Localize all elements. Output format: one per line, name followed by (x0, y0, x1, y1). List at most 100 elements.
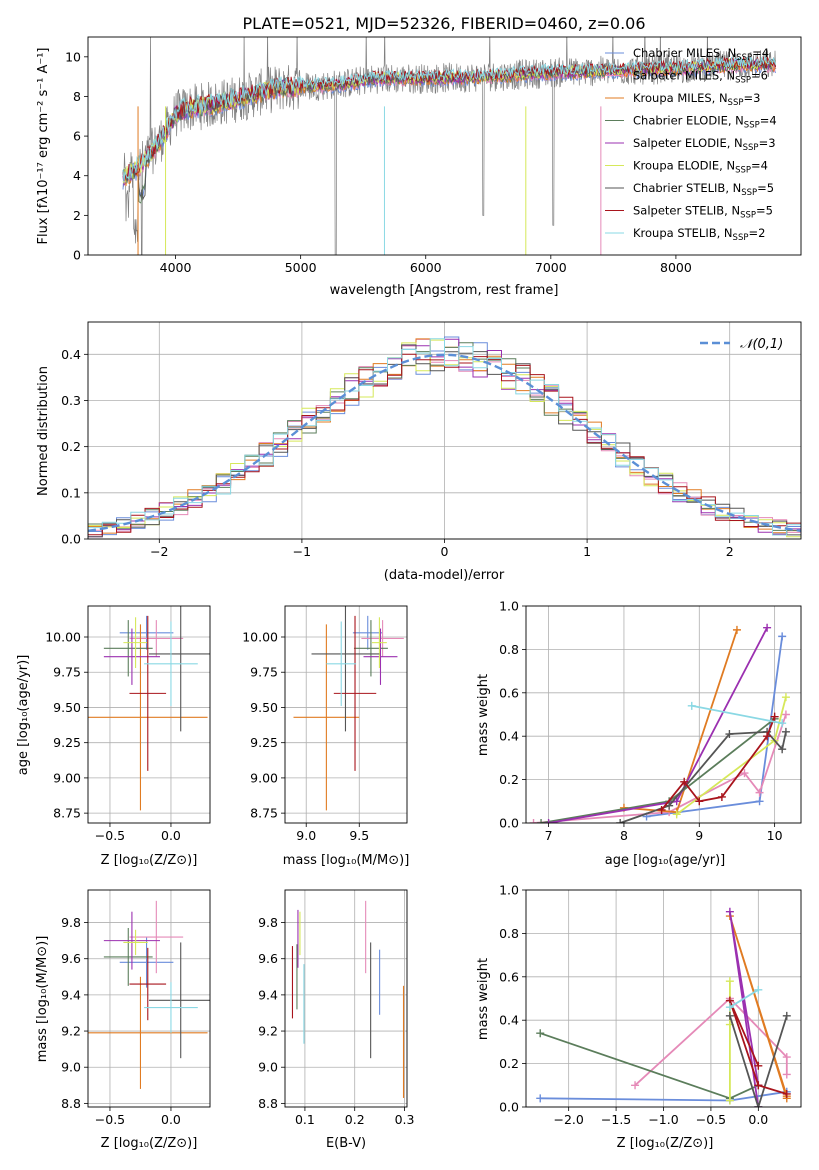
weight-marker (754, 1081, 763, 1090)
y-tick-label: 9.25 (53, 735, 81, 750)
y-tick-label: 0.8 (499, 926, 519, 941)
axes-frame (525, 889, 802, 1108)
y-tick-label: 0.6 (499, 685, 519, 700)
y-tick-label: 8.75 (53, 806, 81, 821)
y-tick-label: 9.4 (258, 987, 278, 1002)
x-tick-label: 0.3 (395, 1112, 415, 1127)
legend-subscript: SSP (744, 121, 760, 131)
weight-line (540, 718, 776, 823)
weight-vs-age-panel: 7 8 9 10 0.0 0.2 0.4 0.6 0.8 1.0 (499, 599, 802, 843)
histogram-step (88, 338, 801, 538)
weight-marker (781, 710, 790, 719)
weight-marker (754, 985, 763, 994)
weight-line (729, 989, 759, 1008)
axes-frame (284, 889, 408, 1108)
legend-subscript: SSP (733, 233, 749, 243)
error-bars (291, 900, 405, 1098)
x-tick-label: 8000 (660, 260, 692, 275)
legend-value: =4 (752, 46, 769, 60)
wZ-xlabel: Z [log₁₀(Z/Z⊙)] (617, 1136, 714, 1151)
wAge-ylabel: mass weight (476, 674, 491, 756)
x-tick-label: 0.0 (161, 1112, 181, 1127)
x-tick-label: 9.5 (349, 828, 369, 843)
x-tick-label: 7000 (535, 260, 567, 275)
y-tick-label: 8.8 (258, 1096, 278, 1111)
legend-label: Kroupa MILES, NSSP=3 (633, 91, 760, 108)
y-tick-label: 9.75 (53, 665, 81, 680)
x-tick-label: 0.0 (748, 1112, 768, 1127)
y-tick-label: 8.8 (61, 1096, 81, 1111)
axes-frame (87, 605, 211, 824)
legend-label: Salpeter MILES, NSSP=6 (633, 69, 768, 86)
x-tick-label: 2 (726, 544, 734, 559)
legend-value: =3 (743, 91, 760, 105)
y-tick-label: 9.2 (258, 1024, 278, 1039)
axes-frame (284, 605, 408, 824)
legend-value: =4 (751, 159, 768, 173)
weight-marker (725, 1003, 734, 1012)
weight-line (676, 696, 787, 816)
y-tick-label: 9.2 (61, 1024, 81, 1039)
y-tick-label: 0.2 (499, 772, 519, 787)
wAge-xlabel: age [log₁₀(age/yr)] (605, 853, 726, 868)
weight-line (729, 1015, 788, 1107)
weight-marker (725, 907, 734, 916)
weight-marker (725, 730, 734, 739)
x-tick-label: 0 (441, 544, 449, 559)
legend-subscript: SSP (735, 166, 751, 176)
y-tick-label: 10.00 (45, 630, 81, 645)
weight-marker (529, 819, 538, 823)
y-tick-label: 9.0 (61, 1060, 81, 1075)
y-tick-label: 9.75 (250, 665, 278, 680)
error-bars (88, 606, 210, 811)
weight-marker (778, 632, 787, 641)
x-tick-label: 5000 (285, 260, 317, 275)
ageZ-ylabel: age [log₁₀(age/yr)] (16, 655, 31, 776)
weight-marker (695, 797, 704, 806)
x-tick-label: 9 (695, 828, 703, 843)
weight-lines (529, 623, 790, 823)
y-tick-label: 9.00 (53, 770, 81, 785)
y-tick-label: 0.0 (499, 816, 519, 831)
y-tick-label: 0.1 (61, 485, 81, 500)
weight-marker (717, 792, 726, 801)
weight-marker (657, 805, 666, 814)
y-tick-label: 10 (65, 49, 81, 64)
x-tick-label: 9.0 (296, 828, 316, 843)
x-tick-label: 1 (583, 544, 591, 559)
ageZ-xlabel: Z [log₁₀(Z/Z⊙)] (101, 853, 198, 868)
error-bars (88, 900, 210, 1089)
legend-subscript: SSP (743, 143, 759, 153)
weight-marker (782, 1053, 791, 1062)
x-tick-label: −1.0 (648, 1112, 678, 1127)
legend-subscript: SSP (728, 98, 744, 108)
age-vs-metallicity-panel: −0.5 0.0 8.75 9.00 9.25 9.50 9.75 10.00 (45, 605, 211, 843)
weight-marker (781, 693, 790, 702)
y-tick-label: 0.2 (499, 1056, 519, 1071)
y-tick-label: 9.00 (250, 770, 278, 785)
weight-marker (778, 719, 787, 728)
x-tick-label: −2 (150, 544, 168, 559)
weight-marker (782, 1089, 791, 1098)
legend-subscript: SSP (740, 211, 756, 221)
legend-label: Kroupa ELODIE, NSSP=4 (633, 159, 768, 176)
legend-subscript: SSP (735, 76, 751, 86)
y-tick-label: 0 (73, 248, 81, 263)
weight-marker (754, 1061, 763, 1070)
histograms (88, 336, 801, 538)
weight-marker (763, 732, 772, 741)
x-tick-label: −2.0 (553, 1112, 583, 1127)
weight-marker (725, 977, 734, 986)
massZ-xlabel: Z [log₁₀(Z/Z⊙)] (101, 1136, 198, 1151)
x-tick-label: −1.5 (601, 1112, 631, 1127)
weight-marker (763, 623, 772, 632)
axes-frame (87, 36, 802, 256)
y-tick-label: 0.0 (499, 1100, 519, 1115)
x-tick-label: −0.5 (696, 1112, 726, 1127)
legend-label: Chabrier STELIB, NSSP=5 (633, 181, 774, 198)
y-tick-label: 0.4 (499, 729, 519, 744)
x-tick-label: 8 (620, 828, 628, 843)
error-bars (293, 606, 404, 811)
spectrum-panel: 4000 5000 6000 7000 8000 0 2 4 6 8 10 Chabrier MILE… (65, 36, 802, 275)
wZ-ylabel: mass weight (476, 958, 491, 1040)
